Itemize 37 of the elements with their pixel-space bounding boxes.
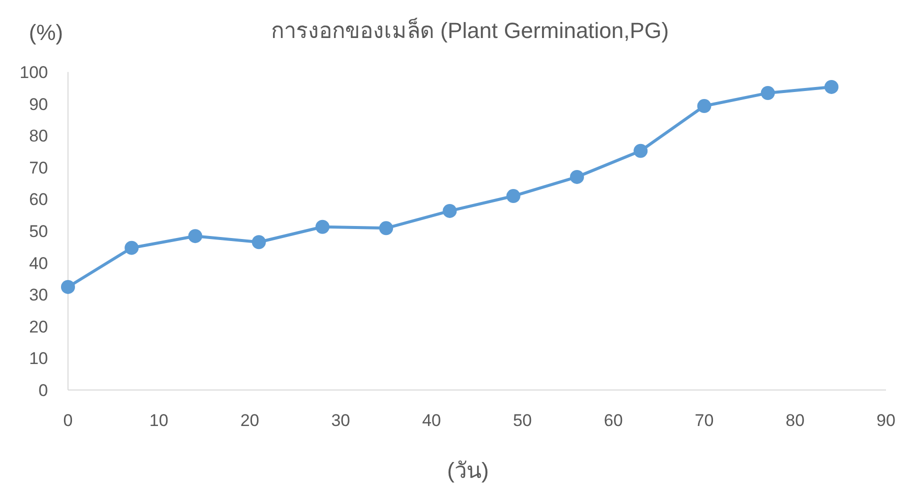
point	[379, 221, 394, 236]
point	[124, 240, 139, 255]
point	[824, 80, 838, 94]
x-tick-label: 0	[63, 411, 73, 430]
y-tick-label: 90	[29, 94, 48, 114]
point	[570, 170, 584, 184]
x-tick-label: 70	[694, 411, 714, 430]
x-tick-label: 90	[876, 411, 896, 430]
y-tick-label: 100	[20, 63, 48, 82]
y-tick-label: 0	[38, 381, 48, 400]
point	[634, 144, 648, 158]
y-tick-label: 80	[29, 126, 48, 146]
x-tick-label: 60	[604, 411, 623, 430]
y-tick-label: 60	[29, 190, 48, 210]
x-tick-label: 30	[331, 411, 350, 430]
point	[442, 204, 457, 218]
x-tick-label: 50	[512, 411, 532, 430]
y-tick-label: 70	[29, 158, 48, 178]
y-tick-label: 40	[29, 254, 48, 273]
point	[252, 235, 266, 250]
y-tick-label: 20	[29, 317, 48, 336]
x-axis-title: (วัน)	[447, 458, 489, 483]
chart-title: การงอกของเมล็ด (Plant Germination,PG)	[271, 16, 669, 43]
y-axis-title: (%)	[28, 20, 64, 45]
point	[315, 220, 330, 234]
point	[61, 280, 75, 294]
x-tick-label: 20	[240, 411, 260, 430]
point	[188, 229, 202, 244]
point	[760, 86, 775, 100]
y-tick-label: 30	[29, 286, 48, 305]
x-tick-label: 10	[149, 411, 168, 430]
y-tick-label: 10	[29, 349, 48, 368]
x-tick-label: 40	[422, 411, 442, 430]
point	[697, 99, 712, 114]
y-tick-label: 50	[29, 222, 48, 241]
x-tick-label: 80	[786, 411, 805, 430]
point	[506, 189, 520, 204]
